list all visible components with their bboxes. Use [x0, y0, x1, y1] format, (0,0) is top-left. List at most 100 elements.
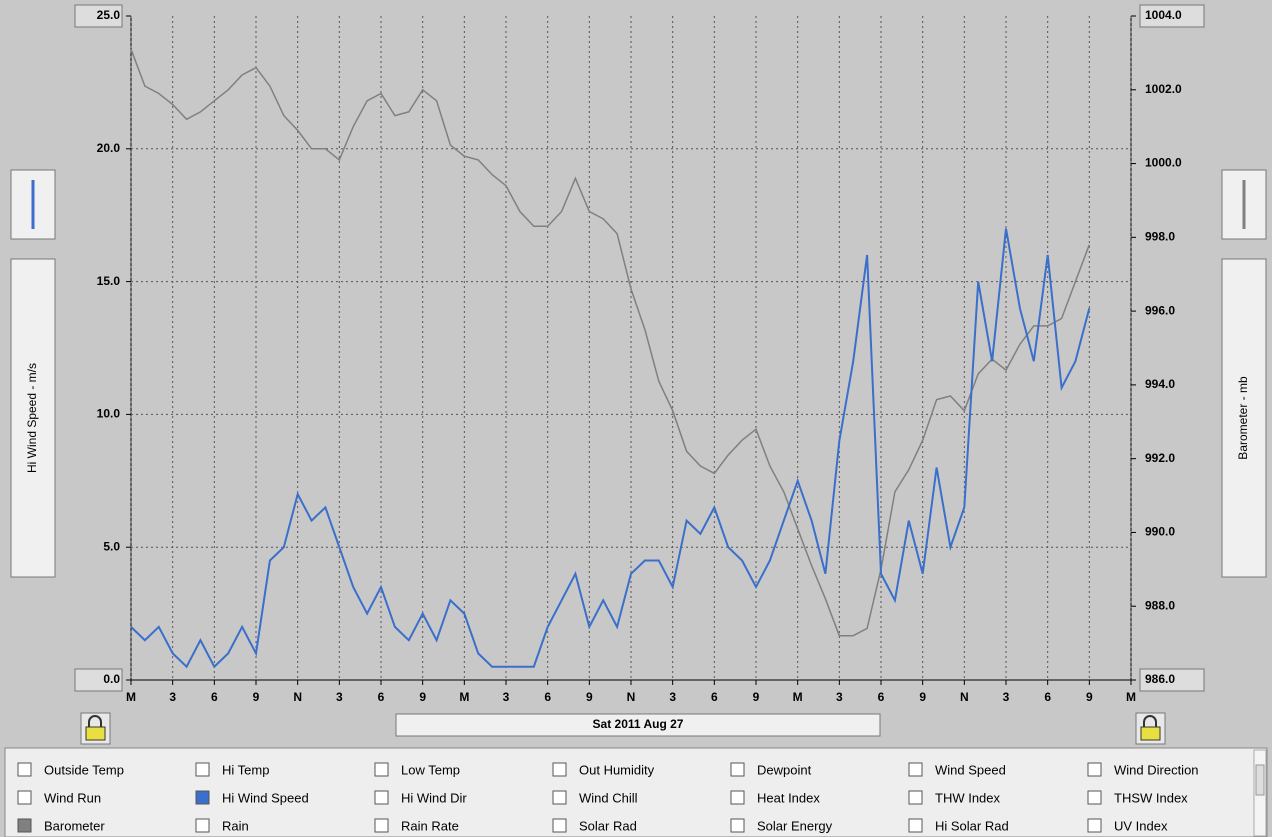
- series-line: [130, 228, 1091, 669]
- y2-tick-label: 992.0: [1145, 451, 1175, 465]
- x-tick-label: N: [627, 690, 636, 704]
- checkbox-label[interactable]: Rain: [222, 818, 249, 833]
- y2-tick-label: 994.0: [1145, 377, 1175, 391]
- checkbox[interactable]: [730, 762, 745, 777]
- checkbox-label[interactable]: Barometer: [44, 818, 105, 833]
- x-tick-label: M: [459, 690, 469, 704]
- y2-tick-label: 990.0: [1145, 525, 1175, 539]
- x-tick-label: N: [960, 690, 969, 704]
- checkbox-label[interactable]: Rain Rate: [401, 818, 459, 833]
- x-tick-label: 6: [544, 690, 551, 704]
- checkbox-label[interactable]: Hi Wind Speed: [222, 790, 309, 805]
- lock-body: [1140, 726, 1161, 741]
- axis-limit-box: [74, 4, 123, 28]
- checkbox-label[interactable]: Hi Solar Rad: [935, 818, 1009, 833]
- checkbox-panel: [4, 747, 1268, 837]
- x-tick-label: 6: [211, 690, 218, 704]
- series-line: [130, 48, 1091, 637]
- checkbox[interactable]: [17, 790, 32, 805]
- checkbox[interactable]: [552, 818, 567, 833]
- y-tick-label: 20.0: [97, 141, 121, 155]
- x-tick-label: 6: [378, 690, 385, 704]
- checkbox-label[interactable]: THSW Index: [1114, 790, 1188, 805]
- checkbox-label[interactable]: Solar Rad: [579, 818, 637, 833]
- x-tick-label: 9: [253, 690, 260, 704]
- lock-body: [85, 726, 106, 741]
- checkbox[interactable]: [908, 818, 923, 833]
- checkbox[interactable]: [1087, 762, 1102, 777]
- y2-tick-label: 998.0: [1145, 230, 1175, 244]
- x-tick-label: 3: [336, 690, 343, 704]
- checkbox[interactable]: [195, 818, 210, 833]
- x-tick-label: M: [793, 690, 803, 704]
- x-tick-label: 9: [419, 690, 426, 704]
- y2-tick-label: 1000.0: [1145, 156, 1182, 170]
- y-tick-label: 0.0: [103, 672, 120, 686]
- y2-tick-label: 1004.0: [1145, 8, 1182, 22]
- checkbox-label[interactable]: Dewpoint: [757, 762, 812, 777]
- checkbox[interactable]: [17, 762, 32, 777]
- checkbox[interactable]: [374, 790, 389, 805]
- y2-tick-label: 996.0: [1145, 303, 1175, 317]
- checkbox-label[interactable]: Hi Wind Dir: [401, 790, 467, 805]
- y-axis-title: Hi Wind Speed - m/s: [25, 363, 39, 473]
- axis-limit-box: [1139, 668, 1205, 692]
- y-tick-label: 10.0: [97, 407, 121, 421]
- y2-tick-label: 988.0: [1145, 598, 1175, 612]
- checkbox-label[interactable]: Wind Speed: [935, 762, 1006, 777]
- lock-right[interactable]: [1135, 712, 1166, 745]
- checkbox[interactable]: [552, 790, 567, 805]
- axis-label-box[interactable]: [1221, 258, 1267, 578]
- x-tick-label: 3: [669, 690, 676, 704]
- y2-axis-title: Barometer - mb: [1236, 376, 1250, 460]
- checkbox-label[interactable]: Low Temp: [401, 762, 460, 777]
- x-tick-label: 6: [1044, 690, 1051, 704]
- y-tick-label: 15.0: [97, 274, 121, 288]
- checkbox-label[interactable]: Wind Direction: [1114, 762, 1199, 777]
- checkbox[interactable]: [1087, 790, 1102, 805]
- checkbox-label[interactable]: UV Index: [1114, 818, 1168, 833]
- checkbox[interactable]: [17, 818, 32, 833]
- lock-shackle: [88, 715, 102, 728]
- checkbox[interactable]: [730, 790, 745, 805]
- x-tick-label: 9: [1086, 690, 1093, 704]
- checkbox-label[interactable]: Solar Energy: [757, 818, 833, 833]
- checkbox[interactable]: [195, 790, 210, 805]
- checkbox[interactable]: [908, 790, 923, 805]
- checkbox[interactable]: [374, 762, 389, 777]
- checkbox-label[interactable]: Outside Temp: [44, 762, 124, 777]
- lock-shackle: [1143, 715, 1157, 728]
- checkbox-label[interactable]: Hi Temp: [222, 762, 269, 777]
- x-tick-label: 3: [503, 690, 510, 704]
- date-bar[interactable]: [395, 713, 881, 737]
- checkbox-label[interactable]: THW Index: [935, 790, 1001, 805]
- checkbox-label[interactable]: Heat Index: [757, 790, 820, 805]
- y-tick-label: 25.0: [97, 8, 121, 22]
- checkbox[interactable]: [730, 818, 745, 833]
- checkbox-label[interactable]: Wind Run: [44, 790, 101, 805]
- x-tick-label: 3: [169, 690, 176, 704]
- x-tick-label: M: [126, 690, 136, 704]
- x-tick-label: 6: [878, 690, 885, 704]
- axis-limit-box: [74, 668, 123, 692]
- x-tick-label: 3: [836, 690, 843, 704]
- x-tick-label: 3: [1003, 690, 1010, 704]
- checkbox[interactable]: [1087, 818, 1102, 833]
- checkbox[interactable]: [908, 762, 923, 777]
- scrollbar-thumb[interactable]: [1255, 764, 1265, 796]
- x-tick-label: 9: [919, 690, 926, 704]
- checkbox[interactable]: [195, 762, 210, 777]
- left-panel: Hi Wind Speed - m/s: [10, 169, 56, 578]
- checkbox[interactable]: [374, 818, 389, 833]
- lock-left[interactable]: [80, 712, 111, 745]
- y2-tick-label: 986.0: [1145, 672, 1175, 686]
- right-panel: Barometer - mb: [1221, 169, 1267, 578]
- axis-label-box[interactable]: [10, 258, 56, 578]
- x-tick-label: N: [293, 690, 302, 704]
- y2-tick-label: 1002.0: [1145, 82, 1182, 96]
- checkbox-label[interactable]: Out Humidity: [579, 762, 655, 777]
- x-tick-label: 9: [586, 690, 593, 704]
- checkbox-label[interactable]: Wind Chill: [579, 790, 638, 805]
- checkbox[interactable]: [552, 762, 567, 777]
